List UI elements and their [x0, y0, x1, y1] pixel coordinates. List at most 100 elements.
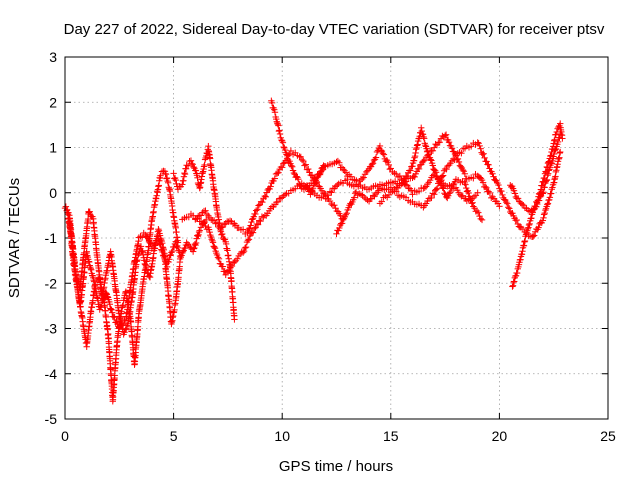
data-point: [281, 146, 289, 154]
data-point: [181, 169, 188, 177]
data-point: [556, 134, 563, 142]
data-point: [432, 169, 440, 176]
data-point: [428, 157, 435, 164]
data-point: [441, 132, 449, 139]
data-point: [437, 135, 445, 142]
data-point: [459, 166, 467, 174]
data-point: [221, 221, 228, 228]
data-point: [478, 216, 486, 224]
data-point: [517, 256, 524, 263]
data-point: [520, 201, 527, 209]
data-point: [195, 228, 203, 236]
data-point: [542, 206, 549, 214]
data-point: [107, 305, 114, 312]
data-point: [476, 212, 483, 220]
data-point: [257, 217, 264, 225]
data-point: [415, 165, 423, 173]
data-point: [422, 142, 429, 149]
data-point: [168, 249, 175, 256]
data-point: [510, 278, 517, 286]
data-point: [424, 197, 431, 205]
data-point: [261, 192, 269, 200]
data-point: [192, 167, 200, 174]
data-point: [333, 158, 340, 166]
data-point: [539, 217, 547, 224]
data-point: [280, 143, 287, 151]
data-point: [544, 200, 552, 207]
data-point: [216, 225, 224, 232]
data-point: [386, 166, 394, 173]
data-point: [519, 248, 526, 255]
data-point: [213, 219, 221, 226]
data-point: [357, 191, 365, 198]
data-point: [156, 240, 163, 247]
data-point: [138, 247, 146, 255]
data-point: [328, 200, 335, 208]
data-point: [520, 242, 528, 249]
data-point: [465, 189, 472, 197]
data-point: [399, 179, 406, 187]
data-point: [163, 174, 171, 182]
data-point: [284, 152, 291, 159]
data-point: [174, 244, 182, 252]
data-point: [194, 232, 202, 240]
data-point: [485, 188, 492, 195]
data-point: [423, 148, 431, 155]
data-point: [525, 221, 533, 229]
data-point: [319, 189, 327, 197]
data-point: [275, 122, 282, 129]
data-point: [506, 205, 513, 212]
data-point: [467, 143, 475, 150]
data-point: [369, 192, 377, 199]
data-point: [219, 263, 227, 270]
data-point: [435, 176, 443, 183]
data-point: [462, 181, 469, 188]
data-point: [369, 160, 377, 167]
data-point: [307, 191, 314, 198]
data-point: [116, 313, 124, 320]
data-point: [187, 157, 195, 164]
data-point: [414, 141, 421, 148]
data-point: [164, 179, 172, 186]
data-point: [309, 185, 317, 192]
x-tick-label: 15: [383, 428, 399, 444]
data-point: [424, 147, 431, 155]
data-point: [455, 158, 463, 166]
data-point: [87, 265, 94, 272]
data-point: [226, 266, 233, 274]
data-point: [192, 239, 200, 247]
data-point: [181, 170, 189, 178]
data-point: [494, 200, 502, 207]
data-point: [200, 163, 208, 170]
data-point: [189, 161, 196, 168]
data-point: [470, 175, 477, 182]
data-point: [439, 184, 446, 191]
data-point: [340, 166, 347, 173]
data-point: [533, 203, 540, 210]
data-point: [446, 188, 454, 196]
data-point: [262, 193, 269, 201]
data-point: [425, 151, 432, 159]
data-point: [486, 165, 493, 172]
data-point: [513, 269, 521, 277]
x-tick-label: 0: [61, 428, 69, 444]
data-point: [528, 214, 535, 222]
data-point: [226, 217, 234, 224]
data-point: [179, 181, 186, 188]
data-point: [536, 193, 544, 201]
data-point: [379, 150, 387, 157]
data-point: [336, 224, 343, 232]
data-point: [433, 186, 440, 193]
data-point: [268, 99, 276, 107]
y-tick-label: -3: [45, 321, 58, 337]
data-point: [284, 156, 292, 163]
x-tick-label: 25: [600, 428, 616, 444]
data-point: [513, 216, 520, 224]
data-point: [529, 233, 537, 240]
data-point: [321, 190, 328, 198]
data-point: [359, 175, 366, 183]
data-point: [242, 243, 250, 251]
data-point: [521, 204, 529, 212]
data-point: [276, 130, 284, 138]
data-point: [413, 142, 421, 149]
